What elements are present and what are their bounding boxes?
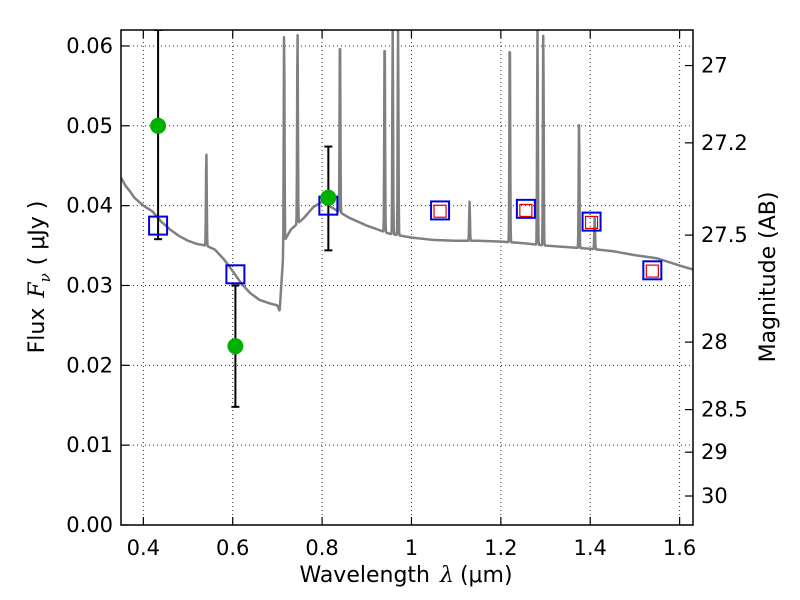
model-spectrum-line (121, 30, 693, 312)
plot-frame (120, 29, 694, 526)
x-axis-ticks: 0.4 0.6 0.8 1 1.2 1.4 1.6 (127, 30, 696, 560)
grid (121, 30, 693, 526)
y-tick-label: 0.05 (66, 114, 113, 138)
magnitude-tick-label: 27 (701, 54, 728, 78)
model-photometry-box (148, 215, 169, 236)
x-tick-label: 1.6 (663, 536, 696, 560)
y-axis-title: FluxFν( μJy ) (25, 201, 54, 354)
magnitude-tick-label: 27.5 (701, 223, 748, 247)
observed-photometry (150, 117, 337, 355)
magnitude-tick-label: 28 (701, 330, 728, 354)
y-tick-label: 0.03 (66, 273, 113, 297)
observed-point (150, 117, 167, 134)
inner-photometry-box (433, 204, 447, 218)
model-photometry (148, 195, 663, 285)
magnitude-tick-label: 29 (701, 440, 728, 464)
magnitude-tick-label: 28.5 (701, 398, 748, 422)
inner-photometry-box (584, 215, 599, 230)
inner-photometry-box (645, 264, 659, 278)
y-axis-ticks: 0.00 0.01 0.02 0.03 0.04 0.05 0.06 (66, 34, 129, 537)
x-tick-label: 0.4 (127, 536, 160, 560)
x-tick-label: 1 (405, 536, 418, 560)
inner-photometry-box (519, 203, 533, 218)
x-tick-label: 1.2 (484, 536, 517, 560)
x-tick-label: 0.6 (216, 536, 249, 560)
model-spectrum (121, 30, 693, 312)
model-photometry-box (430, 200, 451, 221)
model-photometry-box (515, 198, 536, 219)
y-tick-label: 0.00 (66, 513, 113, 537)
observed-point (320, 189, 337, 206)
magnitude-tick-label: 30 (701, 484, 728, 508)
observed-point (227, 338, 244, 355)
model-photometry-box (225, 264, 246, 285)
y-tick-label: 0.04 (66, 194, 113, 218)
x-tick-label: 1.4 (574, 536, 607, 560)
y-tick-label: 0.06 (66, 34, 113, 58)
model-photometry-box (642, 260, 663, 281)
y-tick-label: 0.01 (66, 433, 113, 457)
y-tick-label: 0.02 (66, 353, 113, 377)
model-photometry-box (581, 211, 602, 232)
magnitude-axis-title: Magnitude (AB) (756, 192, 781, 363)
magnitude-axis-ticks: 27 27.2 27.5 28 28.5 29 30 (685, 54, 748, 508)
error-bars (154, 30, 333, 408)
magnitude-tick-label: 27.2 (701, 131, 748, 155)
x-tick-label: 0.8 (305, 536, 338, 560)
x-axis-title: Wavelength λ (μm) (299, 563, 512, 588)
